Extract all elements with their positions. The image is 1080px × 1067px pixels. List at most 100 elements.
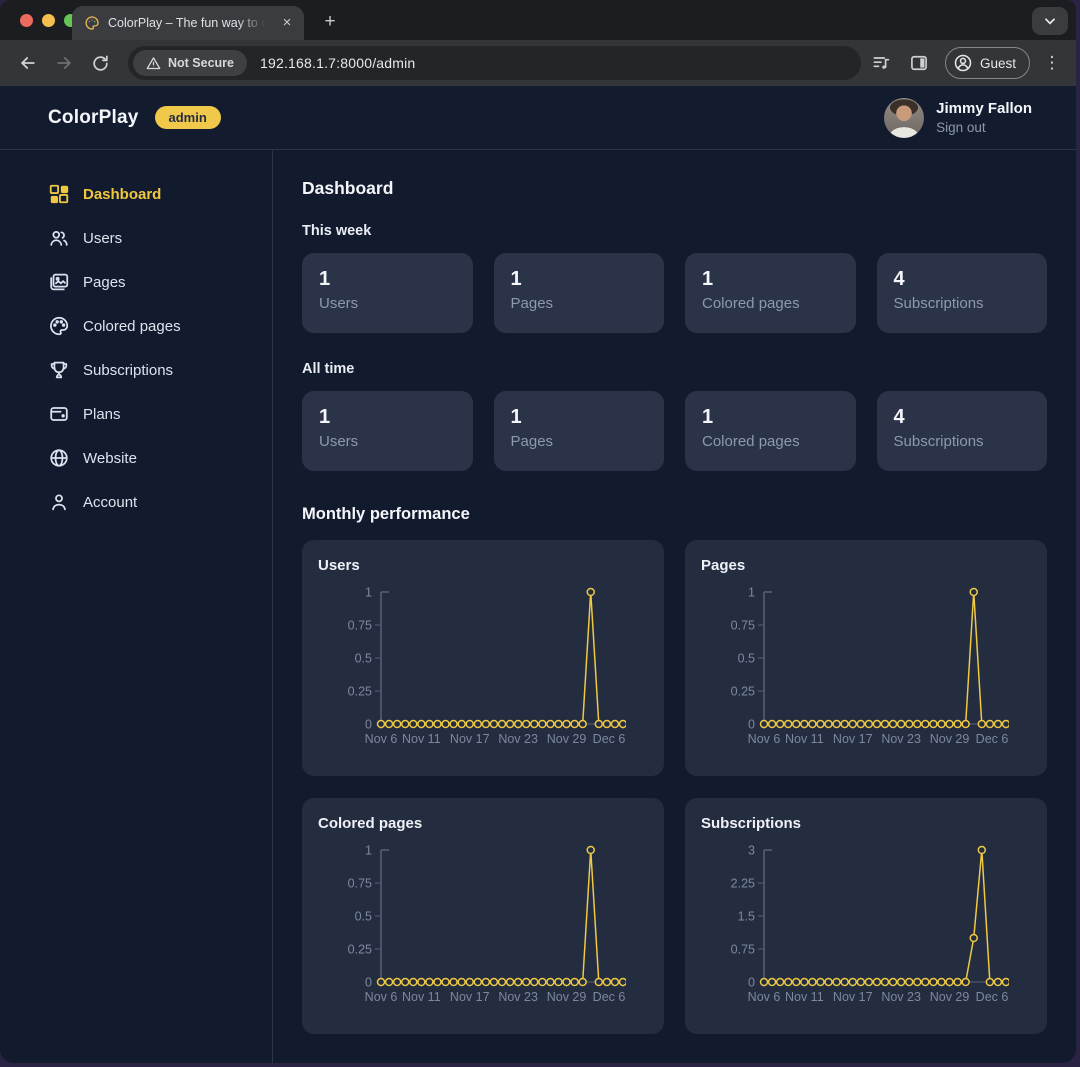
chart-panel-pages: Pages 00.250.50.751Nov 6Nov 11Nov 17Nov …	[685, 540, 1047, 776]
media-controls-button[interactable]	[865, 47, 897, 79]
stat-value: 1	[319, 404, 456, 430]
new-tab-button[interactable]: +	[318, 11, 342, 33]
tab-strip: ColorPlay – The fun way to co × +	[0, 0, 1076, 40]
svg-text:0.75: 0.75	[348, 877, 372, 891]
browser-window: ColorPlay – The fun way to co × + Not Se…	[0, 0, 1076, 1063]
browser-profile-button[interactable]: Guest	[945, 47, 1030, 79]
svg-text:Nov 23: Nov 23	[881, 732, 921, 746]
svg-text:0.25: 0.25	[731, 685, 755, 699]
back-arrow-icon	[18, 53, 38, 73]
stat-label: Pages	[511, 295, 648, 312]
svg-text:Nov 11: Nov 11	[402, 990, 441, 1004]
stat-card: 1 Users	[302, 253, 473, 333]
stat-label: Colored pages	[702, 433, 839, 450]
side-panel-icon	[909, 53, 929, 73]
tab-search-button[interactable]	[1032, 7, 1068, 35]
sidebar-item-dashboard[interactable]: Dashboard	[0, 172, 272, 216]
svg-text:1.5: 1.5	[738, 910, 755, 924]
svg-text:Dec 6: Dec 6	[593, 990, 626, 1004]
sidebar-item-users[interactable]: Users	[0, 216, 272, 260]
stat-card: 4 Subscriptions	[877, 391, 1048, 471]
trophy-icon	[48, 359, 70, 381]
close-tab-icon[interactable]: ×	[278, 14, 296, 32]
sign-out-link[interactable]: Sign out	[936, 119, 1032, 137]
svg-text:0: 0	[365, 718, 372, 732]
admin-badge: admin	[155, 106, 221, 129]
sidebar: Dashboard Users Pages	[0, 150, 273, 1063]
brand-logo: ColorPlay	[48, 107, 139, 129]
sidebar-item-colored-pages[interactable]: Colored pages	[0, 304, 272, 348]
forward-button[interactable]	[48, 47, 80, 79]
svg-text:1: 1	[365, 844, 372, 858]
reload-button[interactable]	[84, 47, 116, 79]
charts-grid: Users 00.250.50.751Nov 6Nov 11Nov 17Nov …	[302, 540, 1047, 1034]
user-menu: Jimmy Fallon Sign out	[884, 98, 1032, 138]
stat-card: 1 Colored pages	[685, 253, 856, 333]
svg-text:Nov 17: Nov 17	[833, 732, 873, 746]
svg-text:Nov 17: Nov 17	[450, 990, 490, 1004]
chart-panel-colored-pages: Colored pages 00.250.50.751Nov 6Nov 11No…	[302, 798, 664, 1034]
browser-tab[interactable]: ColorPlay – The fun way to co ×	[72, 6, 304, 40]
svg-text:Nov 6: Nov 6	[748, 732, 781, 746]
chart-panel-subscriptions: Subscriptions 00.751.52.253Nov 6Nov 11No…	[685, 798, 1047, 1034]
pages-line-chart: 00.250.50.751Nov 6Nov 11Nov 17Nov 23Nov …	[701, 582, 1009, 754]
page-title: Dashboard	[302, 178, 1047, 199]
sidebar-item-label: Users	[83, 230, 122, 247]
svg-text:Nov 29: Nov 29	[930, 732, 970, 746]
sidebar-item-label: Website	[83, 450, 137, 467]
svg-text:Nov 17: Nov 17	[450, 732, 490, 746]
sidebar-item-subscriptions[interactable]: Subscriptions	[0, 348, 272, 392]
stat-value: 1	[319, 266, 456, 292]
sidebar-item-website[interactable]: Website	[0, 436, 272, 480]
stat-label: Users	[319, 295, 456, 312]
stat-card: 1 Users	[302, 391, 473, 471]
forward-arrow-icon	[54, 53, 74, 73]
stat-value: 1	[702, 266, 839, 292]
close-window-button[interactable]	[20, 14, 33, 27]
app-body: Dashboard Users Pages	[0, 150, 1076, 1063]
back-button[interactable]	[12, 47, 44, 79]
user-name: Jimmy Fallon	[936, 99, 1032, 119]
svg-text:Nov 17: Nov 17	[833, 990, 873, 1004]
wallet-icon	[48, 403, 70, 425]
svg-text:Dec 6: Dec 6	[976, 732, 1009, 746]
globe-icon	[48, 447, 70, 469]
colored-pages-line-chart: 00.250.50.751Nov 6Nov 11Nov 17Nov 23Nov …	[318, 840, 626, 1012]
browser-menu-button[interactable]: ⋮	[1040, 53, 1064, 73]
svg-text:Nov 6: Nov 6	[365, 990, 398, 1004]
security-badge[interactable]: Not Secure	[133, 50, 247, 76]
sidebar-item-label: Colored pages	[83, 318, 181, 335]
performance-title: Monthly performance	[302, 505, 1047, 524]
svg-text:0.25: 0.25	[348, 685, 372, 699]
section-label-all-time: All time	[302, 361, 1047, 377]
address-bar[interactable]: Not Secure 192.168.1.7:8000/admin	[128, 46, 861, 80]
stat-label: Users	[319, 433, 456, 450]
svg-text:0.5: 0.5	[738, 652, 755, 666]
person-icon	[48, 491, 70, 513]
sidebar-item-pages[interactable]: Pages	[0, 260, 272, 304]
svg-text:0.5: 0.5	[355, 910, 372, 924]
minimize-window-button[interactable]	[42, 14, 55, 27]
svg-text:Nov 11: Nov 11	[402, 732, 441, 746]
chart-title: Pages	[701, 557, 1031, 574]
stat-value: 1	[511, 404, 648, 430]
sidebar-item-account[interactable]: Account	[0, 480, 272, 524]
svg-text:Nov 29: Nov 29	[547, 732, 587, 746]
colorplay-app: ColorPlay admin Jimmy Fallon Sign out Da…	[0, 86, 1076, 1063]
warning-triangle-icon	[146, 56, 161, 71]
media-controls-icon	[871, 53, 891, 73]
security-badge-label: Not Secure	[168, 56, 234, 70]
svg-text:Nov 6: Nov 6	[748, 990, 781, 1004]
stat-card: 4 Subscriptions	[877, 253, 1048, 333]
svg-text:Nov 29: Nov 29	[930, 990, 970, 1004]
user-avatar[interactable]	[884, 98, 924, 138]
main-content: Dashboard This week 1 Users 1 Pages 1 Co…	[273, 150, 1076, 1063]
side-panel-button[interactable]	[903, 47, 935, 79]
svg-text:Nov 23: Nov 23	[881, 990, 921, 1004]
stat-value: 1	[511, 266, 648, 292]
guest-avatar-icon	[953, 53, 973, 73]
sidebar-item-plans[interactable]: Plans	[0, 392, 272, 436]
svg-text:Dec 6: Dec 6	[593, 732, 626, 746]
svg-text:1: 1	[748, 586, 755, 600]
stat-card: 1 Colored pages	[685, 391, 856, 471]
